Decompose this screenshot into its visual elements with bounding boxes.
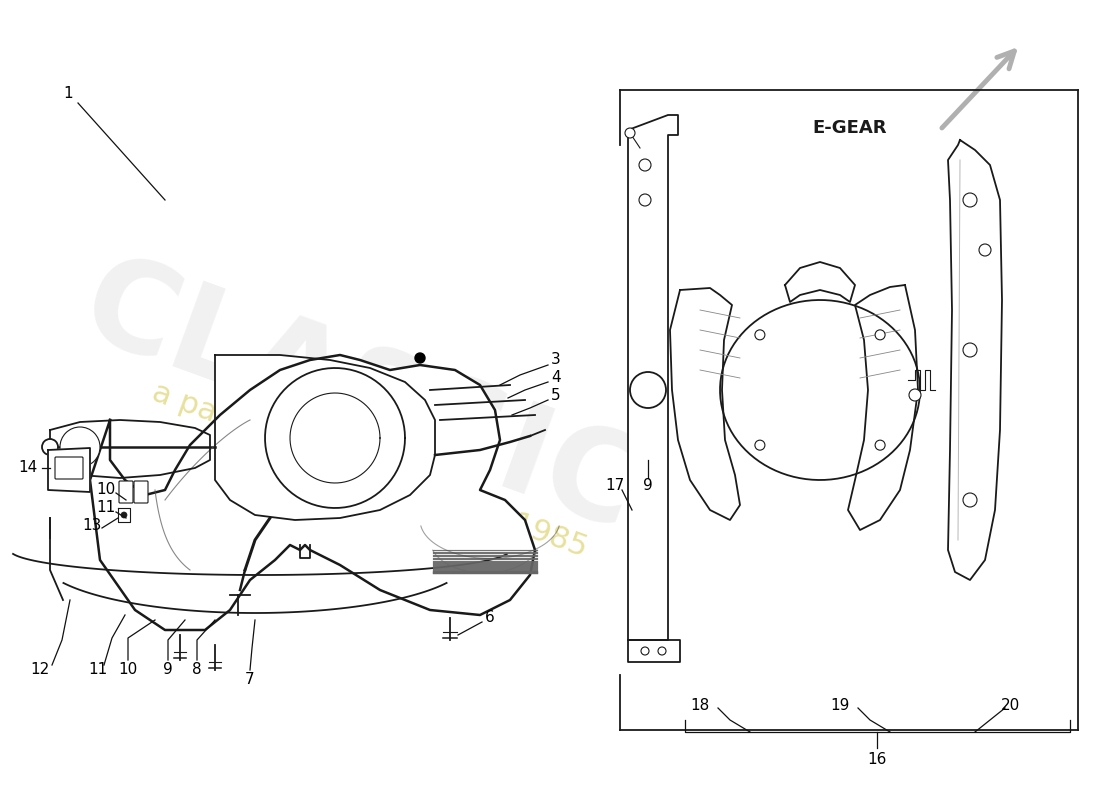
Polygon shape — [90, 355, 535, 630]
Polygon shape — [670, 288, 740, 520]
Text: 12: 12 — [31, 662, 50, 678]
Circle shape — [639, 194, 651, 206]
Polygon shape — [214, 355, 434, 520]
Circle shape — [415, 353, 425, 363]
Text: 10: 10 — [97, 482, 116, 498]
Circle shape — [979, 244, 991, 256]
Polygon shape — [290, 393, 380, 483]
FancyBboxPatch shape — [134, 481, 148, 503]
Text: 14: 14 — [19, 461, 37, 475]
Circle shape — [630, 372, 666, 408]
Text: 10: 10 — [119, 662, 138, 678]
Circle shape — [625, 128, 635, 138]
Circle shape — [658, 647, 666, 655]
Text: 18: 18 — [691, 698, 710, 713]
Text: 17: 17 — [605, 478, 625, 493]
Circle shape — [121, 512, 126, 518]
Text: 11: 11 — [88, 662, 108, 678]
Text: 4: 4 — [551, 370, 561, 386]
Polygon shape — [265, 368, 405, 508]
Circle shape — [962, 343, 977, 357]
FancyBboxPatch shape — [55, 457, 82, 479]
Circle shape — [755, 440, 764, 450]
Circle shape — [42, 439, 58, 455]
Circle shape — [641, 647, 649, 655]
Text: 19: 19 — [830, 698, 849, 713]
Circle shape — [909, 389, 921, 401]
Polygon shape — [48, 448, 90, 492]
Text: 20: 20 — [1000, 698, 1020, 713]
Circle shape — [60, 427, 100, 467]
Text: E-GEAR: E-GEAR — [813, 119, 888, 137]
Text: 11: 11 — [97, 501, 116, 515]
Circle shape — [755, 330, 764, 340]
Polygon shape — [720, 300, 920, 480]
Circle shape — [962, 493, 977, 507]
Polygon shape — [948, 140, 1002, 580]
Text: 3: 3 — [551, 353, 561, 367]
FancyBboxPatch shape — [119, 481, 133, 503]
Polygon shape — [628, 640, 680, 662]
Circle shape — [876, 440, 886, 450]
Circle shape — [876, 330, 886, 340]
Text: 1: 1 — [63, 86, 73, 101]
Text: 9: 9 — [644, 478, 653, 493]
Polygon shape — [785, 262, 855, 302]
Text: 13: 13 — [82, 518, 101, 533]
Circle shape — [962, 193, 977, 207]
Text: 7: 7 — [245, 673, 255, 687]
Polygon shape — [628, 115, 678, 640]
Text: 16: 16 — [867, 753, 887, 767]
Circle shape — [639, 159, 651, 171]
Text: 5: 5 — [551, 389, 561, 403]
Text: 6: 6 — [485, 610, 495, 626]
Text: 8: 8 — [192, 662, 201, 678]
Polygon shape — [848, 285, 918, 530]
Text: a passion for parts since 1985: a passion for parts since 1985 — [148, 378, 592, 562]
Text: 9: 9 — [163, 662, 173, 678]
Polygon shape — [50, 420, 210, 478]
Text: CLASSIC: CLASSIC — [66, 244, 653, 556]
